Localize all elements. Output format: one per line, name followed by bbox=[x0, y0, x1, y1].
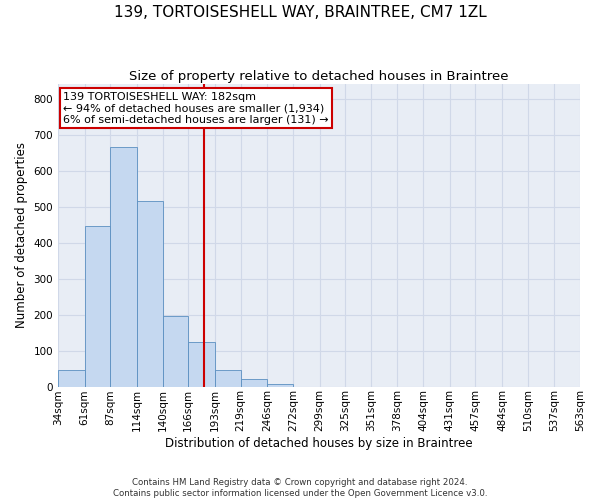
Bar bbox=[163, 316, 188, 386]
Text: 139 TORTOISESHELL WAY: 182sqm
← 94% of detached houses are smaller (1,934)
6% of: 139 TORTOISESHELL WAY: 182sqm ← 94% of d… bbox=[63, 92, 329, 125]
Bar bbox=[110, 147, 137, 386]
Bar bbox=[188, 342, 215, 386]
Bar bbox=[267, 384, 293, 386]
Bar bbox=[241, 380, 267, 386]
Title: Size of property relative to detached houses in Braintree: Size of property relative to detached ho… bbox=[129, 70, 509, 83]
X-axis label: Distribution of detached houses by size in Braintree: Distribution of detached houses by size … bbox=[165, 437, 473, 450]
Bar bbox=[58, 370, 85, 386]
Y-axis label: Number of detached properties: Number of detached properties bbox=[15, 142, 28, 328]
Text: 139, TORTOISESHELL WAY, BRAINTREE, CM7 1ZL: 139, TORTOISESHELL WAY, BRAINTREE, CM7 1… bbox=[113, 5, 487, 20]
Bar bbox=[85, 226, 110, 386]
Bar bbox=[215, 370, 241, 386]
Text: Contains HM Land Registry data © Crown copyright and database right 2024.
Contai: Contains HM Land Registry data © Crown c… bbox=[113, 478, 487, 498]
Bar bbox=[137, 201, 163, 386]
